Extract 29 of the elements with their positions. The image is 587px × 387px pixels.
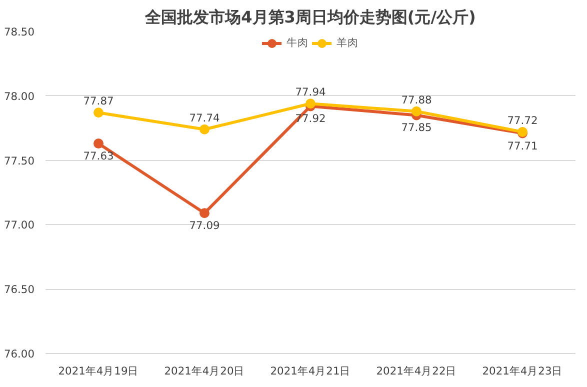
data-label: 77.94: [295, 86, 326, 99]
point: [412, 106, 422, 116]
y-tick-label: 77.50: [4, 154, 35, 168]
y-tick-label: 78.50: [4, 26, 35, 38]
y-tick-label: 77.00: [4, 218, 35, 232]
chart-title: 全国批发市场4月第3周日均价走势图(元/公斤): [144, 8, 476, 26]
x-tick-label: 2021年4月19日: [58, 364, 139, 378]
y-tick-label: 76.50: [4, 283, 35, 296]
x-tick-label: 2021年4月20日: [164, 364, 245, 378]
legend-label: 牛肉: [286, 36, 308, 50]
data-label: 77.74: [189, 111, 220, 124]
point: [94, 138, 104, 149]
data-label: 77.09: [189, 219, 220, 232]
data-label: 77.63: [83, 150, 114, 163]
x-tick-label: 2021年4月21日: [270, 364, 351, 378]
point: [200, 124, 210, 134]
x-tick-label: 2021年4月22日: [376, 364, 457, 378]
data-label: 77.88: [401, 93, 432, 106]
data-label: 77.72: [507, 114, 538, 127]
legend-label: 羊肉: [336, 36, 358, 50]
point: [94, 108, 104, 118]
y-tick-label: 76.00: [4, 348, 35, 360]
point: [200, 208, 210, 218]
data-label: 77.87: [83, 94, 114, 108]
data-label: 77.71: [507, 139, 538, 152]
point: [306, 98, 316, 109]
y-tick-label: 78.00: [4, 90, 35, 103]
x-tick-label: 2021年4月23日: [482, 364, 563, 378]
data-label: 77.85: [401, 121, 432, 134]
